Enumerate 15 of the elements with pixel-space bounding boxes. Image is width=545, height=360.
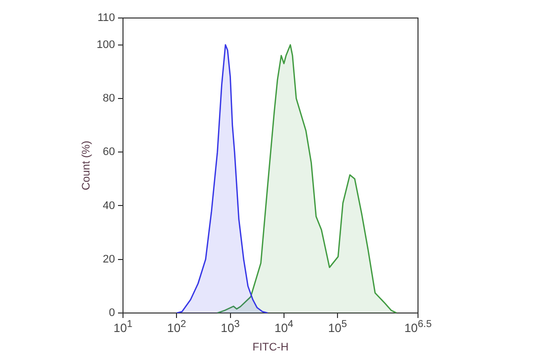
x-tick-label: 10$^{3}$ <box>220 319 240 335</box>
x-tick-label: 10$^{4}$ <box>274 319 294 335</box>
y-tick-label: 0 <box>108 307 115 320</box>
y-axis-title: Count (%) <box>80 140 93 190</box>
y-tick-label: 110 <box>97 12 115 24</box>
x-tick-label: 10$^{5}$ <box>328 319 347 335</box>
y-tick-label: 40 <box>102 200 115 212</box>
y-tick-label: 20 <box>102 253 115 266</box>
x-tick-label: 10$^{6.5}$ <box>404 319 432 335</box>
x-tick-label: 10$^{1}$ <box>114 319 132 335</box>
y-tick-label: 60 <box>102 146 115 158</box>
y-tick-label: 100 <box>96 38 115 51</box>
y-tick-label: 80 <box>102 92 115 104</box>
x-axis-title: FITC-H <box>252 341 289 354</box>
x-tick-label: 10$^{2}$ <box>167 319 186 335</box>
